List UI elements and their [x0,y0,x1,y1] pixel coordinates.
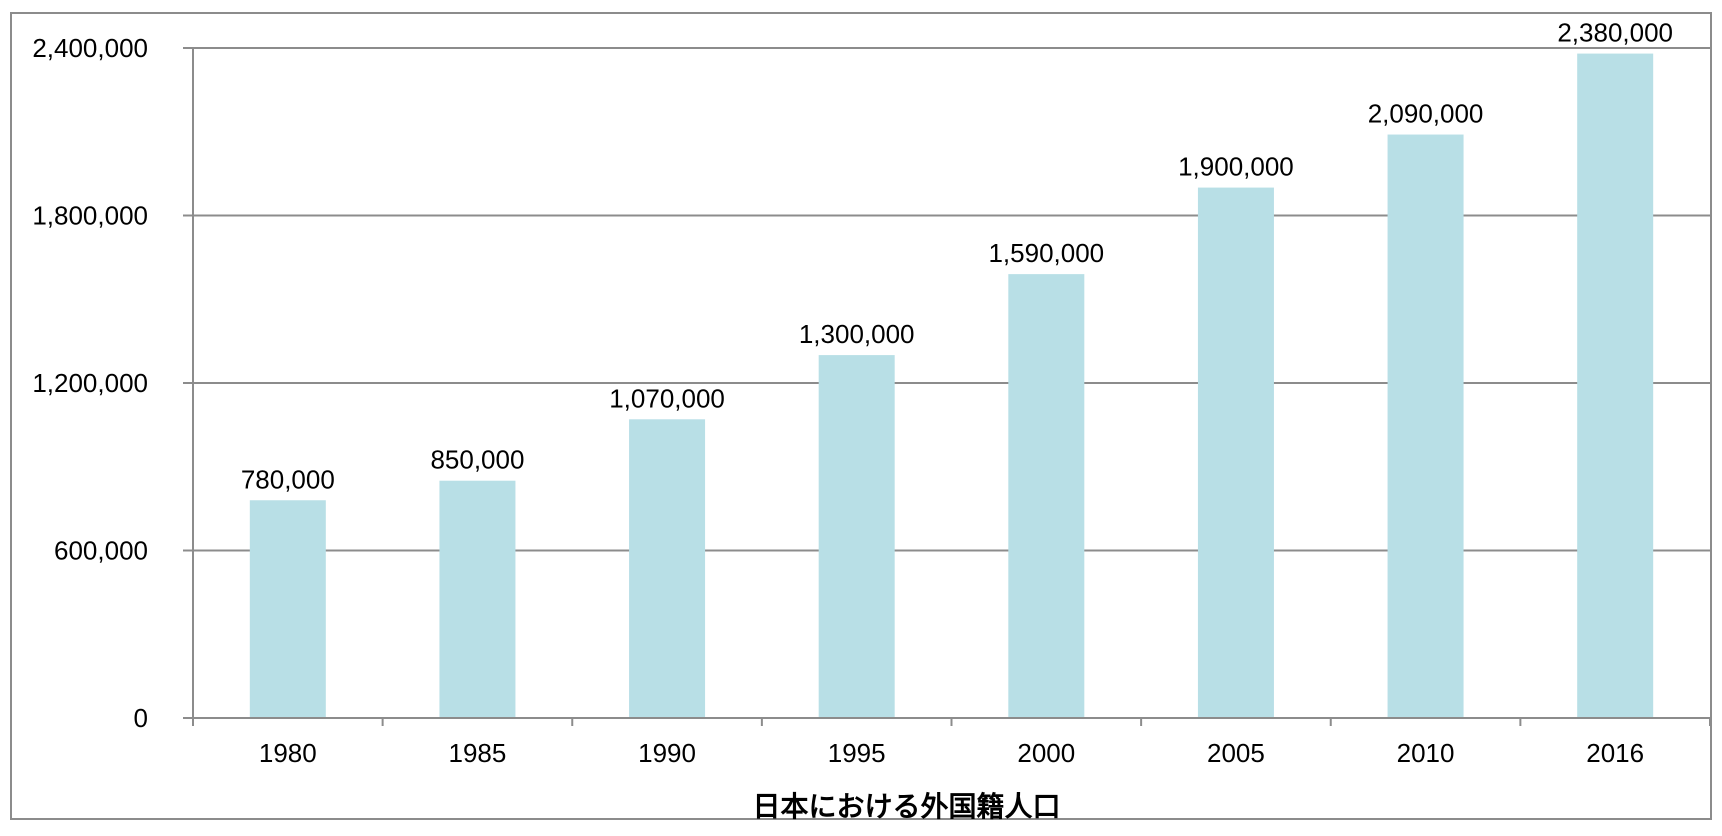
bar [249,500,326,718]
data-label: 780,000 [241,464,335,494]
x-tick-label: 1980 [259,738,317,768]
x-tick-label: 1990 [638,738,696,768]
y-tick-label: 2,400,000 [32,33,148,63]
data-label: 1,300,000 [799,319,915,349]
x-tick-label: 2005 [1207,738,1265,768]
bar [629,419,706,718]
axes [183,47,1711,726]
x-tick-label: 2010 [1397,738,1455,768]
data-label: 2,090,000 [1368,99,1484,129]
x-axis-title: 日本における外国籍人口 [752,790,1060,823]
y-tick-label: 1,200,000 [32,368,148,398]
y-tick-label: 600,000 [54,536,148,566]
labels: 0 600,000 1,200,000 1,800,000 2,400,000 780,0… [32,18,1673,768]
bar [1008,274,1085,718]
y-tick-label: 1,800,000 [32,201,148,231]
y-tick-label: 0 [134,703,148,733]
data-label: 2,380,000 [1557,18,1673,48]
x-tick-label: 1995 [828,738,886,768]
bars [249,53,1654,719]
bar [818,355,895,718]
data-label: 1,900,000 [1178,152,1294,182]
bar [1197,187,1274,719]
bar [1577,53,1654,719]
data-label: 1,590,000 [988,238,1104,268]
x-tick-label: 2000 [1017,738,1075,768]
bar [1387,134,1464,718]
bar [439,480,516,718]
x-tick-label: 1985 [449,738,507,768]
data-label: 1,070,000 [609,383,725,413]
data-label: 850,000 [430,445,524,475]
x-tick-label: 2016 [1586,738,1644,768]
